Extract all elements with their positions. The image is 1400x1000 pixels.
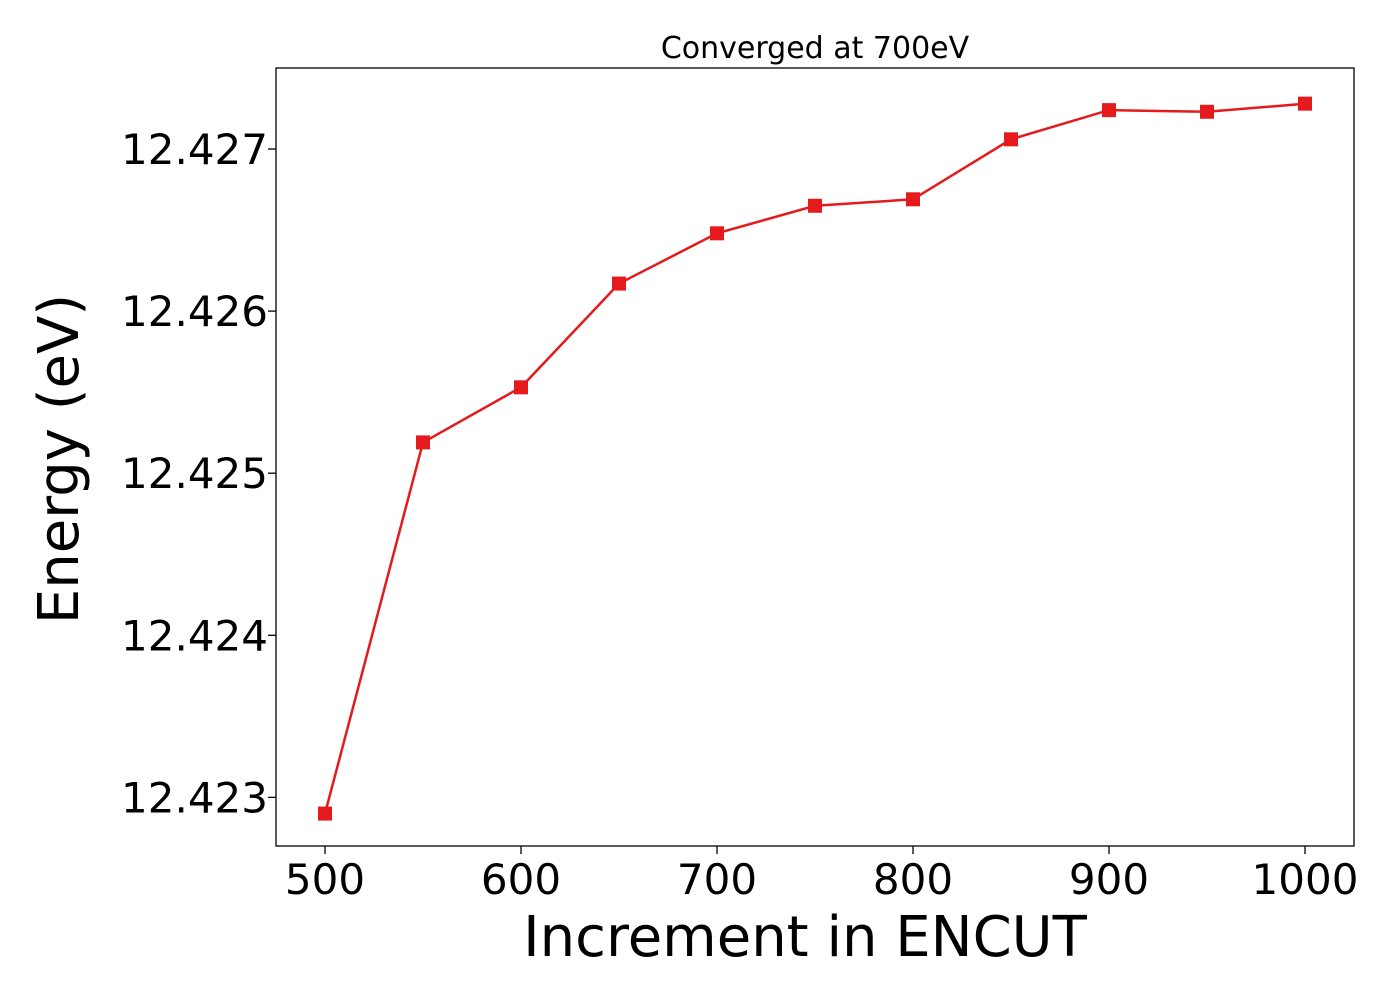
- y-tick-label-12.424: 12.424: [121, 611, 268, 660]
- plot-frame: [275, 67, 1355, 847]
- x-tick-label-500: 500: [285, 855, 365, 904]
- x-tick-label-600: 600: [481, 855, 561, 904]
- chart-title: Converged at 700eV: [661, 31, 970, 66]
- data-point-500: [318, 806, 332, 821]
- y-tick-label-12.427: 12.427: [121, 125, 268, 174]
- x-tick-label-900: 900: [1069, 855, 1149, 904]
- data-point-550: [416, 435, 430, 450]
- x-tick-label-1000: 1000: [1252, 855, 1359, 904]
- data-point-800: [906, 192, 920, 207]
- data-point-850: [1004, 132, 1018, 147]
- data-point-600: [514, 380, 528, 395]
- x-tick-label-700: 700: [677, 855, 757, 904]
- y-axis: 12.423 12.424 12.425 12.426 12.427: [121, 125, 276, 822]
- x-axis: 500 600 700 800 900 1000: [285, 846, 1359, 904]
- data-point-900: [1102, 103, 1116, 118]
- y-axis-label: Energy (eV): [27, 294, 92, 624]
- y-tick-label-12.425: 12.425: [121, 449, 268, 498]
- x-tick-label-800: 800: [873, 855, 953, 904]
- y-tick-label-12.423: 12.423: [121, 773, 268, 822]
- plot-area: [318, 96, 1312, 821]
- data-point-1000: [1298, 96, 1312, 111]
- x-axis-label: Increment in ENCUT: [523, 905, 1088, 970]
- data-point-750: [808, 198, 822, 213]
- data-point-950: [1200, 104, 1214, 119]
- data-point-650: [612, 276, 626, 291]
- data-point-700: [710, 226, 724, 241]
- y-tick-label-12.426: 12.426: [121, 287, 268, 336]
